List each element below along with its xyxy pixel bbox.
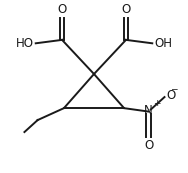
Text: N: N [144, 104, 153, 117]
Text: O: O [166, 89, 176, 102]
Text: O: O [121, 3, 131, 16]
Text: +: + [153, 99, 160, 108]
Text: O: O [57, 3, 67, 16]
Text: −: − [170, 84, 178, 93]
Text: O: O [144, 139, 153, 152]
Text: OH: OH [154, 37, 172, 50]
Text: HO: HO [16, 37, 34, 50]
